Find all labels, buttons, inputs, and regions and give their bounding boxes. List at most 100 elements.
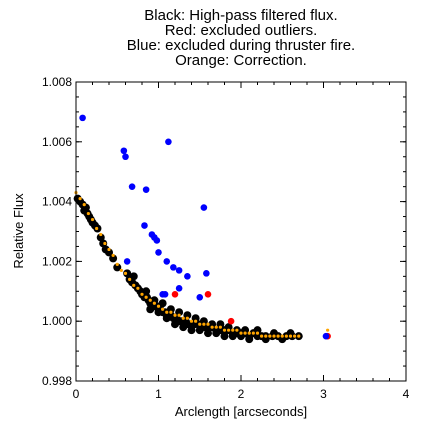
data-point: [247, 331, 251, 335]
data-point: [270, 329, 278, 338]
title-line-2: Red: excluded outliers.: [165, 22, 318, 39]
data-point: [185, 316, 189, 320]
data-point: [165, 138, 172, 146]
y-tick-label: 0.998: [42, 374, 72, 388]
data-point: [206, 322, 210, 326]
data-point: [199, 317, 208, 326]
x-tick-label: 1: [155, 387, 162, 401]
chart-title: Black: High-pass filtered flux. Red: exc…: [127, 7, 355, 69]
x-tick-label: 0: [73, 387, 80, 401]
data-point: [165, 310, 169, 314]
data-point: [142, 287, 151, 296]
data-point: [105, 248, 113, 257]
data-point: [152, 301, 156, 305]
data-point: [297, 334, 301, 338]
data-point: [187, 326, 196, 335]
data-point: [322, 332, 330, 340]
title-line-1: Black: High-pass filtered flux.: [144, 7, 337, 24]
data-point: [235, 328, 239, 332]
series-2: [79, 114, 330, 340]
y-tick-label: 1.008: [42, 75, 72, 89]
data-point: [189, 319, 194, 323]
data-point: [78, 197, 82, 201]
data-point: [284, 334, 288, 338]
data-point: [162, 314, 171, 323]
data-point: [264, 334, 268, 338]
data-point: [196, 293, 204, 301]
data-point: [171, 320, 179, 329]
data-point: [177, 313, 181, 317]
data-point: [115, 262, 119, 266]
data-point: [148, 298, 152, 302]
data-point: [280, 334, 284, 338]
data-point: [128, 277, 132, 281]
data-point: [166, 305, 175, 314]
data-point: [212, 329, 221, 338]
data-point: [144, 295, 148, 299]
data-point: [276, 334, 280, 338]
data-point: [156, 304, 161, 308]
data-point: [243, 331, 247, 335]
data-point: [216, 320, 225, 329]
data-point: [268, 334, 272, 338]
axis-ticks: 0 1 2 3 4 0.998 1.000 1.002 1.004 1.006 1.008: [42, 75, 410, 401]
data-point: [224, 323, 233, 332]
data-point: [173, 313, 177, 317]
data-point: [204, 329, 212, 338]
data-point: [120, 147, 128, 155]
data-point: [123, 271, 128, 275]
series-0: [73, 194, 303, 344]
data-point: [194, 319, 198, 323]
data-point: [293, 334, 297, 338]
data-point: [203, 270, 210, 277]
data-point: [82, 202, 86, 207]
data-point: [90, 217, 95, 222]
data-point: [253, 326, 262, 335]
data-point: [79, 114, 86, 122]
data-point: [107, 247, 111, 252]
data-point: [111, 253, 115, 258]
data-point: [181, 316, 185, 320]
data-point: [158, 299, 167, 308]
data-point: [169, 310, 173, 314]
data-point: [136, 286, 140, 290]
data-point: [241, 326, 250, 335]
data-point: [218, 325, 222, 329]
data-point: [239, 331, 243, 335]
series-3: [74, 191, 330, 338]
data-point: [95, 226, 99, 231]
data-point: [142, 186, 150, 193]
data-point: [96, 233, 105, 242]
data-point: [251, 331, 255, 335]
data-point: [119, 268, 123, 272]
data-point: [237, 332, 245, 341]
data-point: [184, 273, 191, 280]
data-point: [109, 254, 118, 263]
data-point: [99, 232, 103, 237]
data-point: [146, 305, 155, 314]
data-point: [260, 334, 264, 338]
data-point: [129, 272, 138, 281]
data-point: [99, 239, 108, 248]
data-point: [228, 332, 237, 341]
data-point: [161, 307, 165, 311]
data-point: [170, 264, 177, 271]
y-tick-label: 1.002: [42, 254, 72, 268]
data-point: [208, 320, 217, 329]
data-point: [214, 325, 218, 329]
data-point: [155, 249, 162, 256]
data-point: [198, 322, 202, 326]
data-point: [175, 308, 184, 317]
data-point: [227, 317, 235, 325]
y-tick-label: 1.004: [42, 195, 72, 209]
data-point: [150, 296, 159, 305]
data-point: [175, 285, 183, 292]
x-tick-label: 4: [403, 387, 410, 401]
data-point: [222, 328, 227, 332]
y-tick-label: 1.000: [42, 314, 72, 328]
data-point: [195, 326, 204, 335]
data-point: [204, 290, 212, 298]
data-point: [245, 335, 254, 344]
data-point: [288, 334, 293, 338]
y-tick-label: 1.006: [42, 135, 72, 149]
